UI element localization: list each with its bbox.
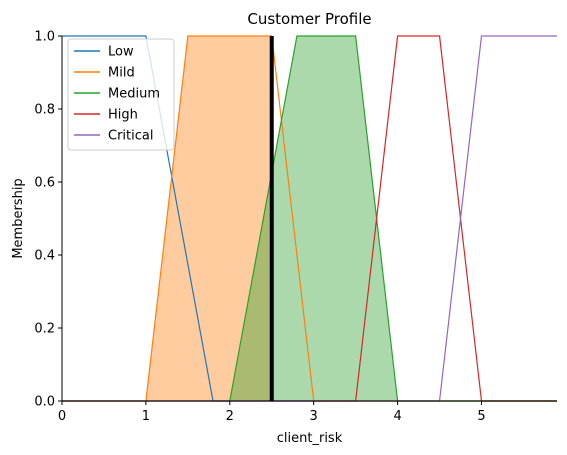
x-tick-label: 5 — [477, 409, 485, 424]
legend-label-low: Low — [108, 45, 134, 60]
legend-label-high: High — [108, 108, 138, 123]
y-axis-label: Membership — [11, 178, 26, 258]
y-tick-label: 0.8 — [34, 103, 55, 118]
x-tick-label: 0 — [58, 409, 66, 424]
x-tick-label: 2 — [226, 409, 234, 424]
y-tick-label: 0.0 — [34, 395, 55, 410]
legend-label-medium: Medium — [108, 87, 160, 102]
legend-label-mild: Mild — [108, 66, 135, 81]
legend-box — [67, 38, 175, 151]
legend-label-critical: Critical — [108, 129, 153, 144]
y-tick-label: 1.0 — [34, 30, 55, 45]
y-tick-label: 0.4 — [34, 249, 55, 264]
chart-title: Customer Profile — [247, 10, 371, 28]
x-tick-label: 4 — [393, 409, 401, 424]
legend: Low Mild Medium High Critical — [67, 38, 175, 151]
x-tick-label: 1 — [142, 409, 150, 424]
y-tick-label: 0.6 — [34, 176, 55, 191]
x-tick-label: 3 — [310, 409, 318, 424]
x-axis-label: client_risk — [277, 431, 343, 446]
y-tick-label: 0.2 — [34, 322, 55, 337]
axes-layer: 0 1 2 3 4 5 0.0 0.2 0.4 0.6 0.8 1.0 — [34, 30, 557, 424]
